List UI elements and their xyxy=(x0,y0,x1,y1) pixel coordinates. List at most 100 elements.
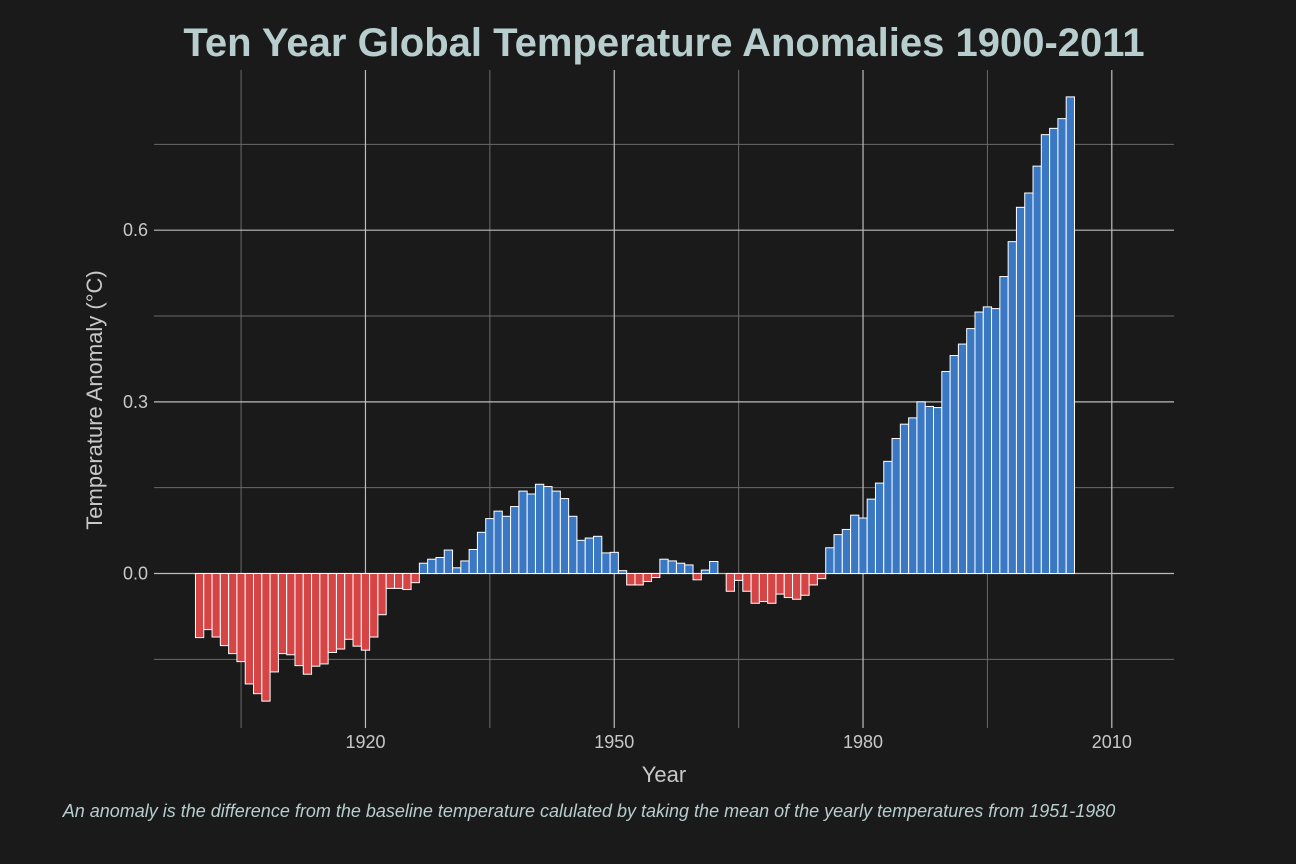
bar-1982 xyxy=(874,482,885,575)
bar-1915 xyxy=(319,573,329,665)
bar-1968 xyxy=(758,573,769,603)
bar-1908 xyxy=(261,573,271,702)
bar-1944 xyxy=(559,498,570,575)
bar-1994 xyxy=(974,311,984,575)
bar-1973 xyxy=(800,573,810,596)
bar-1926 xyxy=(410,573,420,584)
bar-1972 xyxy=(792,573,802,600)
bar-1923 xyxy=(385,573,395,589)
x-tick-label: 1920 xyxy=(345,732,385,752)
y-tick-label: 0.3 xyxy=(123,392,148,412)
bar-1900 xyxy=(194,573,205,639)
bar-1959 xyxy=(684,564,694,575)
bar-1911 xyxy=(286,573,296,656)
x-axis-label: Year xyxy=(642,762,686,787)
bar-2004 xyxy=(1057,118,1067,575)
bar-1997 xyxy=(999,276,1009,575)
bar-1957 xyxy=(667,560,677,575)
bar-1986 xyxy=(908,417,918,575)
bar-1913 xyxy=(302,573,313,675)
bar-1917 xyxy=(335,573,346,650)
bar-1937 xyxy=(501,515,512,575)
bar-1992 xyxy=(957,343,968,575)
bar-1928 xyxy=(427,558,437,575)
bar-1950 xyxy=(609,551,619,575)
bar-1974 xyxy=(808,573,818,586)
bar-1977 xyxy=(833,534,843,575)
bar-1984 xyxy=(891,437,901,575)
bar-1925 xyxy=(402,573,412,591)
bar-1943 xyxy=(551,490,561,575)
bar-1975 xyxy=(816,573,827,580)
bar-1933 xyxy=(468,548,478,575)
bar-1914 xyxy=(311,573,321,667)
bar-1912 xyxy=(294,573,304,667)
bar-1918 xyxy=(344,573,354,640)
bar-1932 xyxy=(460,560,470,575)
bar-1952 xyxy=(626,573,636,586)
bar-1904 xyxy=(228,573,238,655)
bar-1941 xyxy=(534,483,545,575)
chart-title: Ten Year Global Temperature Anomalies 19… xyxy=(183,21,1144,65)
bar-1935 xyxy=(485,518,495,575)
bar-1987 xyxy=(916,401,926,575)
bar-1903 xyxy=(219,573,230,647)
bar-1919 xyxy=(352,573,362,647)
bar-2002 xyxy=(1040,134,1051,575)
bar-1965 xyxy=(733,573,744,581)
bar-1945 xyxy=(568,515,578,575)
bar-1989 xyxy=(933,407,943,575)
y-tick-label: 0.0 xyxy=(123,564,148,584)
y-axis-label: Temperature Anomaly (°C) xyxy=(82,270,107,529)
bar-1955 xyxy=(651,573,661,579)
ticks-layer: 1920 1950 1980 2010 0.0 0.3 0.6 xyxy=(123,220,1132,752)
bar-1939 xyxy=(518,490,528,575)
bar-1927 xyxy=(418,562,429,575)
bar-1948 xyxy=(593,535,603,575)
bar-1907 xyxy=(253,573,263,695)
bar-1991 xyxy=(949,355,959,575)
bar-1979 xyxy=(850,514,860,575)
bar-1988 xyxy=(924,405,935,575)
bar-1902 xyxy=(211,573,221,638)
bar-1909 xyxy=(269,573,279,673)
bar-1967 xyxy=(750,573,760,604)
bar-1962 xyxy=(709,560,719,575)
bar-2000 xyxy=(1024,192,1034,575)
bar-1901 xyxy=(203,573,213,631)
bar-1996 xyxy=(991,308,1001,575)
bar-2005 xyxy=(1065,96,1075,575)
y-tick-label: 0.6 xyxy=(123,220,148,240)
bar-1956 xyxy=(659,558,669,575)
bar-1999 xyxy=(1015,206,1026,575)
bar-1922 xyxy=(377,573,387,616)
chart-caption: An anomaly is the difference from the ba… xyxy=(62,801,1116,821)
bars-layer xyxy=(194,96,1075,702)
bar-1946 xyxy=(576,539,586,575)
bar-1961 xyxy=(700,569,711,575)
bar-1940 xyxy=(526,493,536,575)
bar-1951 xyxy=(617,570,628,575)
bar-1953 xyxy=(634,573,644,586)
bar-1969 xyxy=(767,573,777,604)
x-tick-label: 1980 xyxy=(843,732,883,752)
bar-1936 xyxy=(493,510,503,575)
bar-1983 xyxy=(883,460,893,575)
bar-1929 xyxy=(435,556,445,575)
bar-1976 xyxy=(825,547,835,575)
bar-1960 xyxy=(692,573,702,581)
bar-1964 xyxy=(725,573,735,592)
bar-1942 xyxy=(543,486,553,575)
bar-2003 xyxy=(1049,127,1059,575)
bar-1998 xyxy=(1007,241,1017,575)
bar-1921 xyxy=(369,573,379,638)
bar-1916 xyxy=(327,573,337,653)
bar-1985 xyxy=(899,423,910,575)
bar-1906 xyxy=(244,573,255,685)
x-tick-label: 2010 xyxy=(1092,732,1132,752)
bar-1958 xyxy=(675,562,686,575)
bar-1971 xyxy=(783,573,794,599)
bar-1981 xyxy=(866,498,876,575)
bar-1954 xyxy=(642,573,653,583)
